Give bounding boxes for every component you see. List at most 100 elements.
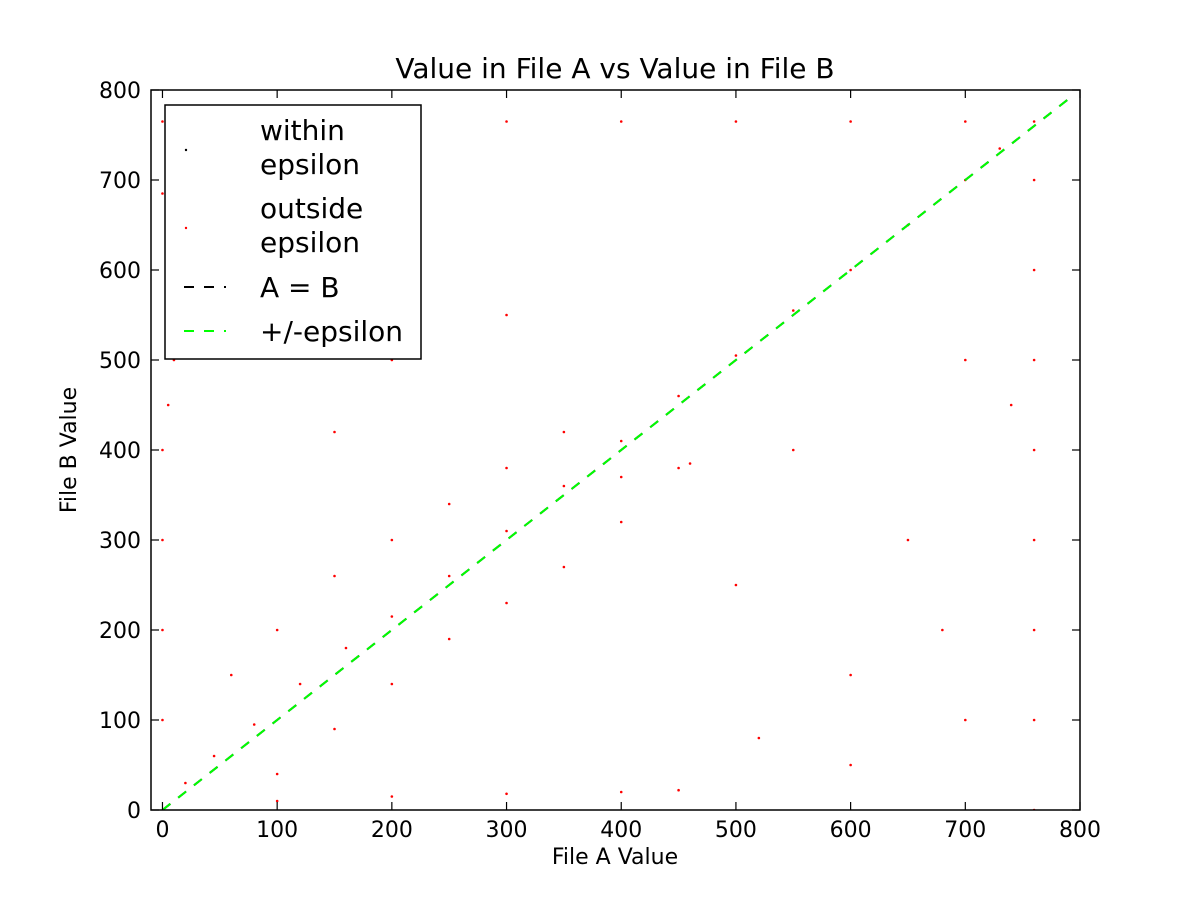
- point-1-58: [1032, 448, 1036, 452]
- point-1-49: [619, 120, 623, 123]
- point-1-57: [1032, 538, 1036, 542]
- point-1-56: [1032, 628, 1036, 632]
- point-1-7: [505, 529, 508, 533]
- point-1-67: [505, 313, 508, 317]
- point-1-30: [562, 430, 566, 434]
- point-1-22: [562, 565, 566, 569]
- x-tick-label-500: 500: [715, 818, 757, 843]
- point-1-33: [161, 538, 164, 542]
- point-1-59: [1032, 358, 1036, 362]
- point-1-43: [688, 462, 692, 465]
- point-1-8: [562, 484, 566, 488]
- legend-box: [164, 104, 422, 360]
- y-tick-label-700: 700: [99, 169, 141, 194]
- point-1-39: [505, 792, 508, 796]
- x-tick-label-200: 200: [371, 818, 413, 843]
- point-1-29: [505, 466, 508, 470]
- point-1-77: [757, 736, 761, 740]
- y-tick-label-300: 300: [99, 529, 141, 554]
- plot-layer: [161, 98, 1070, 810]
- x-tick-label-400: 400: [600, 818, 642, 843]
- point-1-10: [677, 394, 680, 398]
- legend-within-epsilon-label: within: [260, 114, 345, 147]
- legend-plus-minus-epsilon-label: +/-epsilon: [260, 315, 403, 348]
- point-1-75: [849, 763, 852, 767]
- legend-entry-a-equals-b: A = B: [184, 271, 340, 304]
- legend-outside-epsilon-label-line2: epsilon: [260, 226, 360, 259]
- point-1-66: [333, 430, 336, 434]
- y-tick-label-800: 800: [99, 79, 141, 104]
- point-1-55: [1032, 718, 1036, 722]
- point-1-3: [298, 682, 302, 686]
- legend-outside-epsilon-label: outside: [260, 192, 363, 225]
- y-tick-label-0: 0: [127, 799, 141, 824]
- point-1-38: [390, 795, 394, 798]
- point-1-32: [161, 628, 164, 632]
- point-1-62: [161, 192, 164, 195]
- point-1-9: [619, 439, 623, 443]
- x-tick-label-100: 100: [256, 818, 298, 843]
- y-tick-label-600: 600: [99, 259, 141, 284]
- y-axis-title: File B Value: [57, 387, 82, 513]
- point-1-12: [791, 309, 795, 312]
- legend-within-epsilon-label-line2: epsilon: [260, 148, 360, 181]
- x-tick-label-600: 600: [830, 818, 872, 843]
- point-1-23: [619, 520, 623, 524]
- point-1-21: [505, 601, 508, 605]
- point-1-72: [791, 448, 795, 452]
- point-1-74: [1009, 403, 1013, 407]
- y-tick-label-400: 400: [99, 439, 141, 464]
- point-1-50: [734, 120, 738, 123]
- y-tick-label-500: 500: [99, 349, 141, 374]
- legend-within-epsilon-marker: [184, 148, 188, 152]
- point-1-11: [734, 354, 738, 357]
- y-tick-label-200: 200: [99, 619, 141, 644]
- point-1-1: [212, 754, 216, 758]
- point-1-20: [447, 637, 451, 641]
- point-1-60: [1032, 268, 1036, 272]
- point-1-13: [849, 268, 852, 272]
- point-1-5: [390, 615, 394, 618]
- point-1-25: [275, 628, 279, 632]
- legend: within epsilon outside epsilon A = B +/-…: [164, 104, 422, 360]
- point-1-52: [964, 120, 967, 123]
- point-1-44: [619, 475, 623, 479]
- point-1-4: [344, 646, 348, 650]
- point-1-16: [998, 147, 1002, 150]
- chart-title: Value in File A vs Value in File B: [395, 52, 834, 85]
- legend-entry-plus-minus-epsilon: +/-epsilon: [184, 315, 403, 348]
- legend-a-equals-b-label: A = B: [260, 271, 340, 304]
- point-1-18: [333, 727, 336, 731]
- point-1-73: [964, 358, 967, 362]
- point-1-41: [677, 788, 680, 792]
- point-1-76: [941, 628, 944, 632]
- point-1-45: [161, 120, 164, 123]
- point-1-42: [677, 466, 680, 470]
- x-tick-label-700: 700: [944, 818, 986, 843]
- x-axis-title: File A Value: [552, 845, 678, 870]
- point-1-19: [390, 682, 394, 686]
- point-1-48: [505, 120, 508, 123]
- point-1-40: [619, 790, 623, 794]
- point-1-68: [734, 583, 738, 587]
- point-1-71: [906, 538, 910, 542]
- series-1: [161, 120, 1036, 810]
- point-1-53: [1032, 120, 1036, 123]
- legend-entry-within-epsilon: within epsilon: [184, 114, 360, 181]
- x-tick-label-0: 0: [155, 818, 169, 843]
- point-1-70: [964, 718, 967, 722]
- x-tick-label-300: 300: [486, 818, 528, 843]
- point-1-24: [229, 673, 233, 677]
- point-1-26: [333, 574, 336, 578]
- point-1-27: [390, 538, 394, 542]
- legend-entry-outside-epsilon: outside epsilon: [184, 192, 363, 259]
- x-tick-label-800: 800: [1059, 818, 1101, 843]
- y-tick-label-100: 100: [99, 709, 141, 734]
- ticks-layer: 0 100 200 300 400 500 600 700 800 0 100 200 300 400 50…: [99, 79, 1101, 843]
- plot-area: [161, 98, 1070, 810]
- point-1-2: [252, 723, 256, 726]
- point-1-34: [161, 448, 164, 452]
- point-1-35: [166, 403, 170, 407]
- point-1-28: [447, 502, 451, 506]
